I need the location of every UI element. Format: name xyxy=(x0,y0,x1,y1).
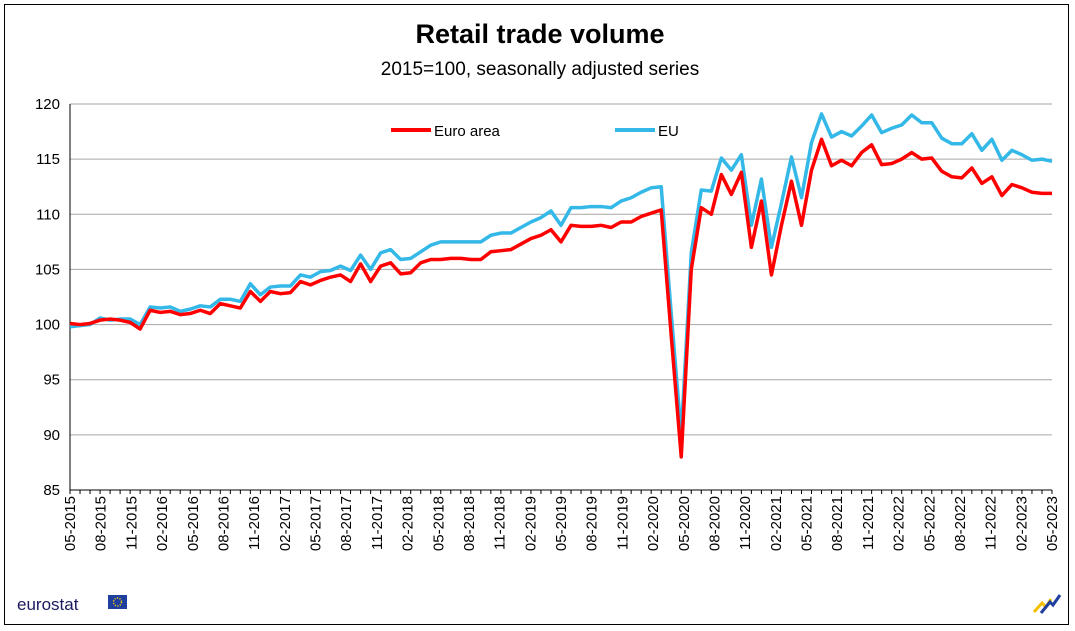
axes xyxy=(69,104,1053,494)
x-tick-label: 08-2021 xyxy=(829,496,846,551)
x-tick-label: 05-2019 xyxy=(553,496,570,551)
eu-stars-icon xyxy=(112,597,123,607)
chart-frame: Retail trade volume 2015=100, seasonally… xyxy=(4,4,1069,625)
x-tick-label: 08-2020 xyxy=(706,496,723,551)
x-tick-label: 02-2021 xyxy=(768,496,785,551)
y-tick-label: 110 xyxy=(36,206,60,223)
grid xyxy=(70,103,1052,436)
series-line-euro-area xyxy=(69,137,1052,459)
x-tick-label: 02-2020 xyxy=(645,496,662,551)
x-tick-label: 05-2020 xyxy=(676,496,693,551)
x-tick-label: 02-2023 xyxy=(1013,496,1030,551)
x-tick-label: 02-2016 xyxy=(154,496,171,551)
x-tick-label: 11-2019 xyxy=(614,496,631,550)
x-tick-label: 02-2022 xyxy=(891,496,908,551)
x-tick-label: 08-2015 xyxy=(93,496,110,551)
x-tick-label: 08-2022 xyxy=(952,496,969,551)
legend: Euro area EU xyxy=(391,123,679,140)
series-lines xyxy=(69,112,1053,459)
x-tick-label: 11-2016 xyxy=(246,496,263,550)
y-tick-label: 105 xyxy=(35,261,60,278)
chart-subtitle: 2015=100, seasonally adjusted series xyxy=(381,59,699,80)
statistics-mark-icon xyxy=(1032,594,1062,614)
x-tick-label: 11-2020 xyxy=(737,496,754,550)
x-tick-label: 02-2017 xyxy=(277,496,294,551)
x-tick-label: 11-2021 xyxy=(860,496,877,550)
x-tick-label: 02-2019 xyxy=(522,496,539,551)
x-tick-label: 08-2017 xyxy=(338,496,355,551)
y-tick-label: 95 xyxy=(43,372,60,389)
x-tick-label: 05-2021 xyxy=(799,496,816,551)
y-tick-label: 100 xyxy=(35,317,60,334)
y-tick-labels: 85 90 95 100 105 110 115 120 xyxy=(35,96,60,499)
chart-title: Retail trade volume xyxy=(415,19,664,49)
x-tick-label: 08-2016 xyxy=(215,496,232,551)
x-tick-label: 11-2022 xyxy=(983,496,1000,550)
chart: Retail trade volume 2015=100, seasonally… xyxy=(17,19,1062,614)
eurostat-wordmark: eurostat xyxy=(17,595,79,614)
x-tick-label: 11-2018 xyxy=(492,496,509,550)
x-tick-label: 02-2018 xyxy=(400,496,417,551)
x-tick-label: 08-2018 xyxy=(461,496,478,551)
y-tick-label: 115 xyxy=(36,151,60,168)
x-tick-label: 05-2016 xyxy=(185,496,202,551)
x-tick-labels: 05-2015 08-2015 11-2015 02-2016 05-2016 08-20… xyxy=(62,496,1061,551)
x-tick-label: 05-2015 xyxy=(62,496,79,551)
eu-flag-icon xyxy=(108,595,127,609)
x-tick-label: 11-2015 xyxy=(123,496,140,550)
x-tick-label: 08-2019 xyxy=(584,496,601,551)
y-tick-label: 85 xyxy=(43,482,60,499)
legend-label-euro-area: Euro area xyxy=(434,123,501,140)
y-tick-label: 120 xyxy=(35,96,60,113)
eurostat-logo: eurostat xyxy=(17,595,127,614)
y-tick-label: 90 xyxy=(43,427,60,444)
x-tick-label: 05-2018 xyxy=(430,496,447,551)
x-tick-label: 05-2023 xyxy=(1044,496,1061,551)
series-line-eu xyxy=(69,112,1053,437)
legend-label-eu: EU xyxy=(658,123,679,140)
x-tick-label: 05-2022 xyxy=(921,496,938,551)
x-tick-label: 05-2017 xyxy=(308,496,325,551)
x-tick-label: 11-2017 xyxy=(369,496,386,550)
